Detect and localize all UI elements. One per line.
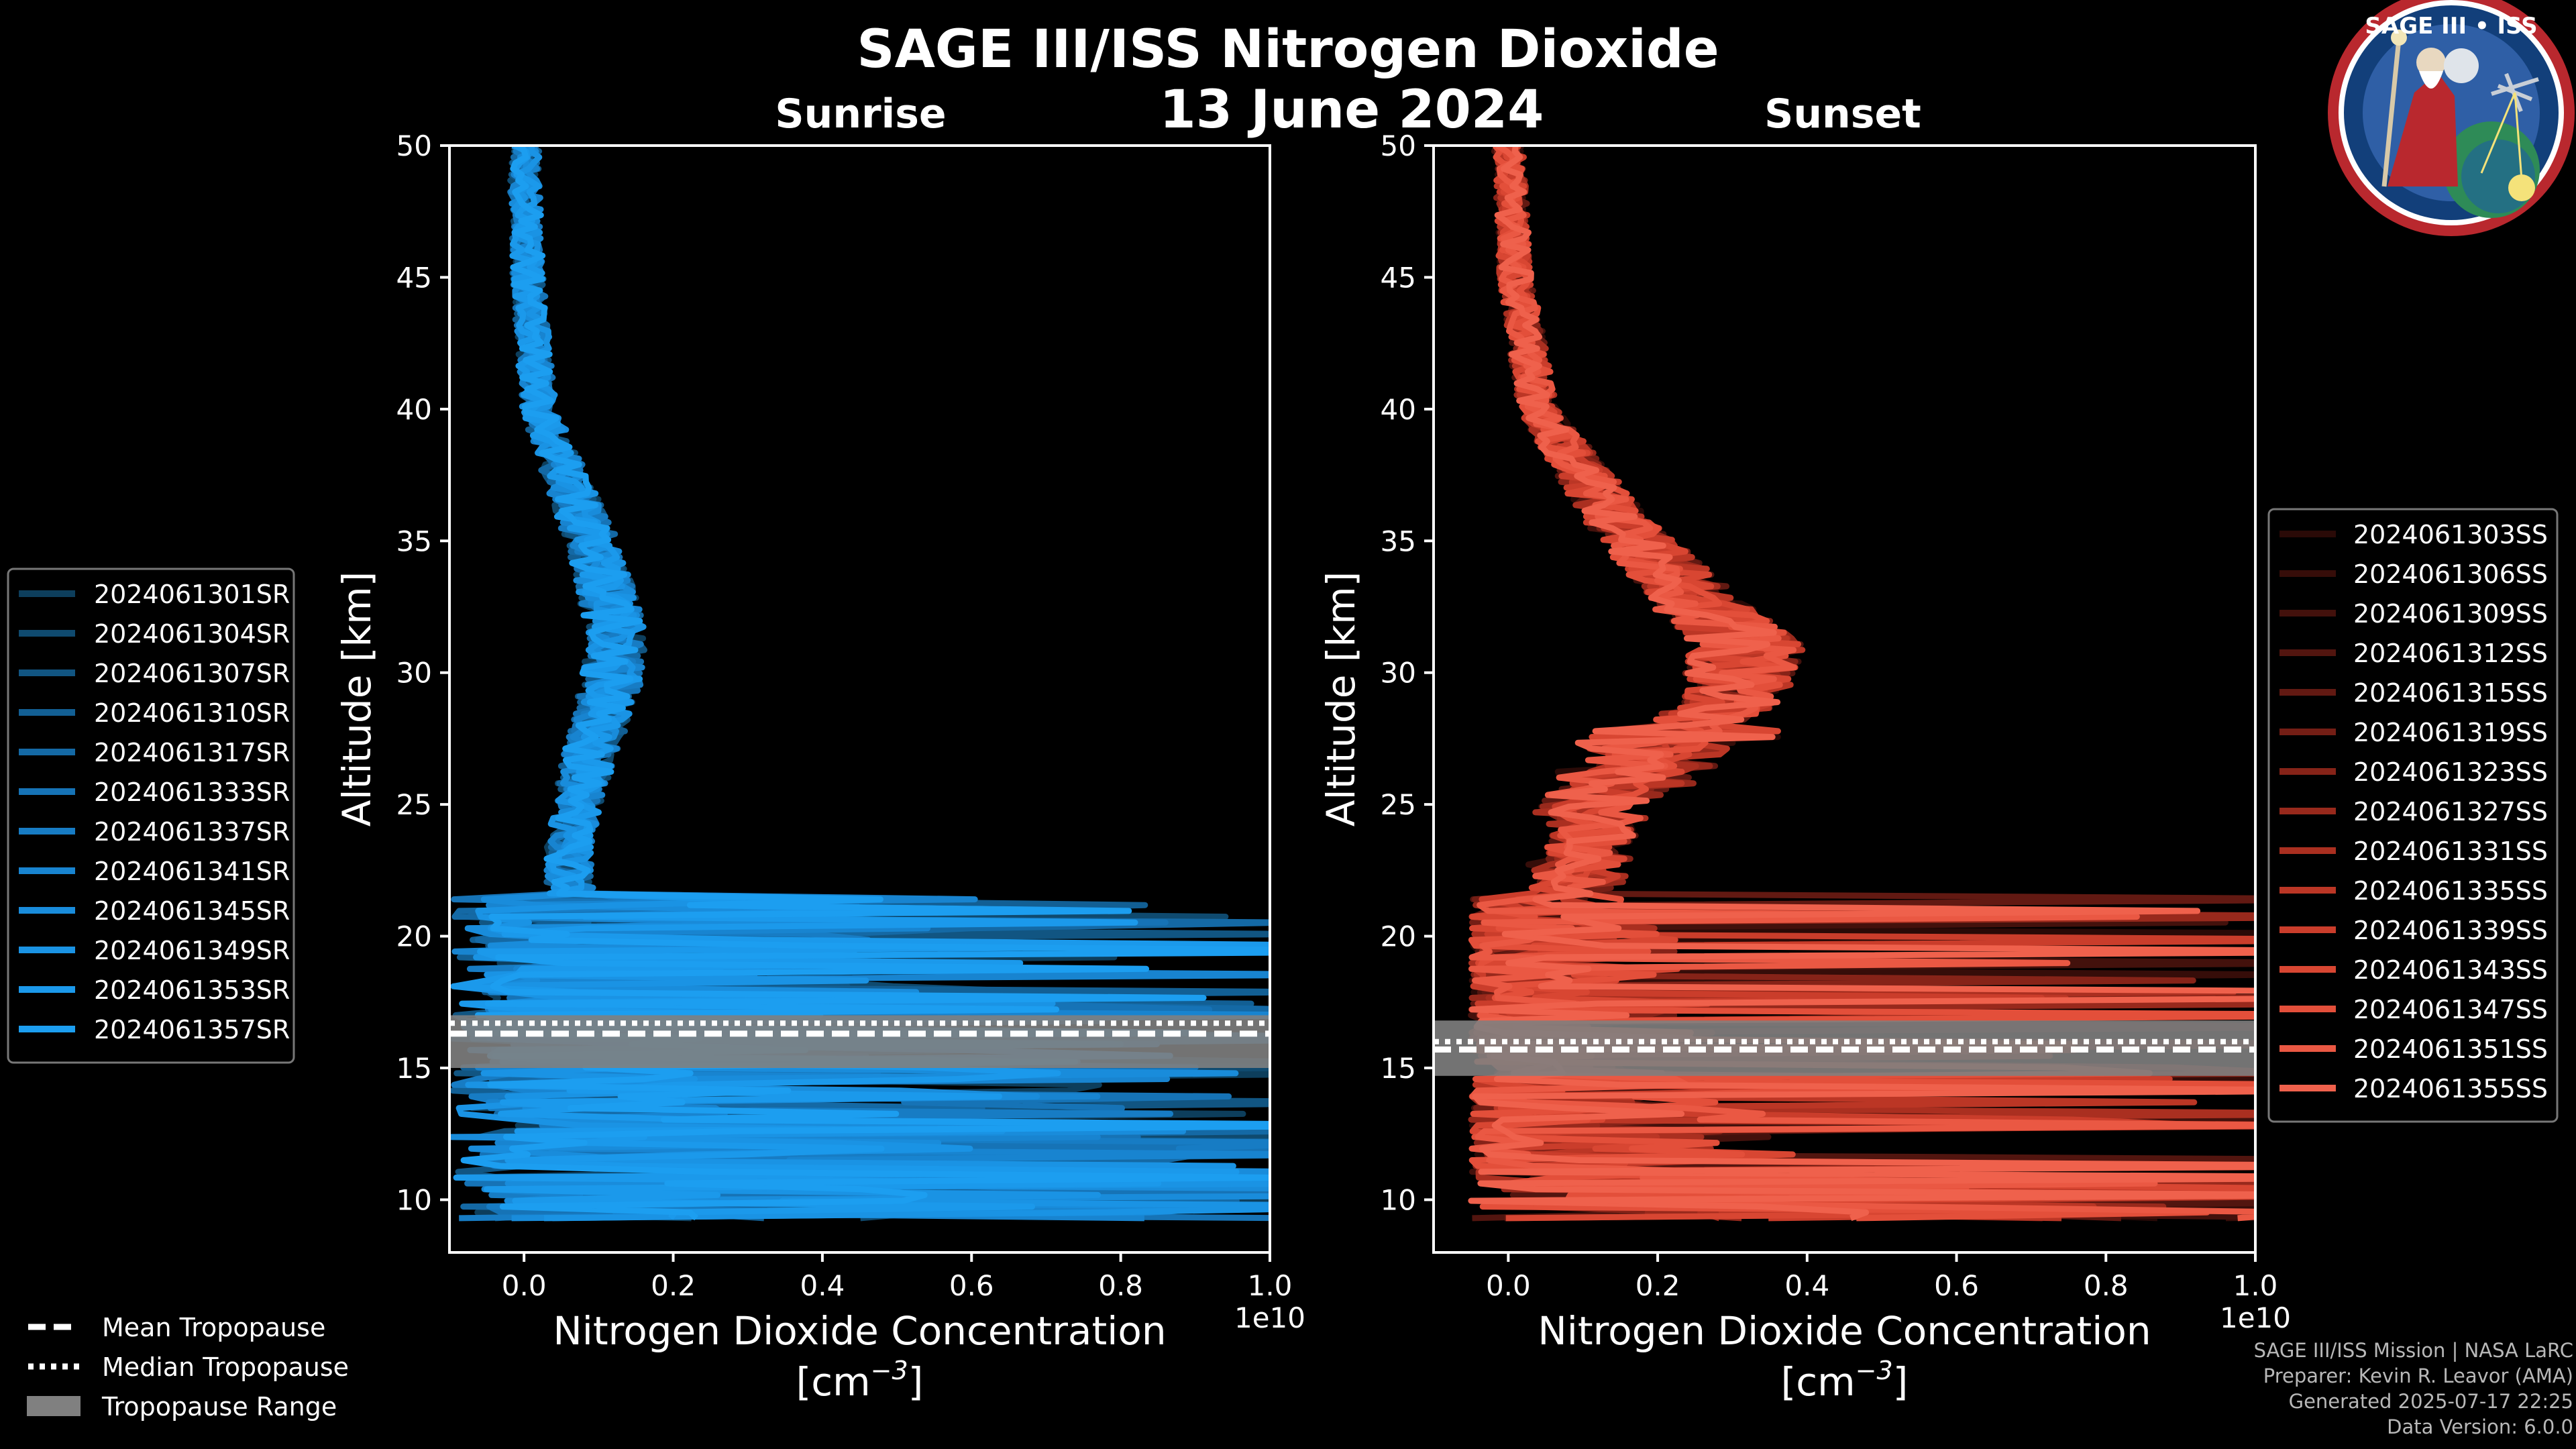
- sage-iss-logo: SAGE III • ISS: [2328, 0, 2575, 236]
- sunset-panel: 0.0 0.2 0.4 0.6 0.8 1.0 10 15 20 25 30 35 40 45 50 Suns…: [1318, 91, 2291, 1405]
- legend-label: 2024061309SS: [2353, 599, 2548, 629]
- tropopause-range-band: [449, 1015, 1270, 1068]
- x-offset-text: 1e10: [1234, 1301, 1305, 1334]
- legend-label: 2024061319SS: [2353, 718, 2548, 747]
- x-tick-label: 0.8: [1098, 1269, 1143, 1302]
- legend-label: 2024061301SR: [94, 580, 290, 609]
- legend-label: 2024061304SR: [94, 619, 290, 649]
- y-tick-label: 30: [396, 657, 432, 690]
- y-tick-label: 45: [1381, 261, 1416, 294]
- legend-label: 2024061357SR: [94, 1015, 290, 1044]
- y-tick-label: 10: [1381, 1183, 1416, 1216]
- y-tick-label: 25: [1381, 788, 1416, 821]
- x-tick-label: 1.0: [1248, 1269, 1293, 1302]
- y-tick-label: 50: [1381, 129, 1416, 162]
- legend-label: 2024061347SS: [2353, 995, 2548, 1024]
- footer-mission: SAGE III/ISS Mission | NASA LaRC: [2253, 1339, 2573, 1362]
- figure-title: SAGE III/ISS Nitrogen Dioxide: [857, 19, 1719, 80]
- y-tick-label: 50: [396, 129, 432, 162]
- legend-label: 2024061351SS: [2353, 1034, 2548, 1064]
- footer-preparer: Preparer: Kevin R. Leavor (AMA): [2263, 1364, 2573, 1387]
- legend-label: 2024061337SR: [94, 817, 290, 847]
- tropopause-range-swatch: [27, 1396, 80, 1416]
- x-axis-unit: [cm−3]: [796, 1356, 924, 1405]
- y-tick-label: 35: [396, 525, 432, 557]
- x-tick-label: 0.4: [1784, 1269, 1829, 1302]
- legend-label: 2024061353SR: [94, 975, 290, 1005]
- y-tick-label: 40: [396, 393, 432, 426]
- median-tropopause-label: Median Tropopause: [102, 1352, 349, 1382]
- plot-area: [449, 146, 1270, 1222]
- y-tick-label: 30: [1381, 657, 1416, 690]
- x-offset-text: 1e10: [2220, 1301, 2291, 1334]
- legend-label: 2024061307SR: [94, 659, 290, 688]
- figure-date: 13 June 2024: [1160, 80, 1544, 140]
- legend-label: 2024061317SR: [94, 738, 290, 767]
- legends: 2024061301SR 2024061304SR 2024061307SR 2024…: [7, 508, 2559, 1123]
- x-tick-label: 0.0: [502, 1269, 547, 1302]
- legend-label: 2024061306SS: [2353, 559, 2548, 589]
- legend-label: 2024061315SS: [2353, 678, 2548, 708]
- y-tick-label: 25: [396, 788, 432, 821]
- x-tick-label: 0.0: [1486, 1269, 1531, 1302]
- y-axis-label: Altitude [km]: [1318, 572, 1364, 826]
- mean-tropopause-label: Mean Tropopause: [102, 1313, 325, 1342]
- legend-label: 2024061312SS: [2353, 639, 2548, 668]
- axes-frame: [448, 144, 1271, 1254]
- legend-label: 2024061345SR: [94, 896, 290, 926]
- y-tick-label: 45: [396, 261, 432, 294]
- x-tick-label: 0.8: [2084, 1269, 2129, 1302]
- legend-label: 2024061343SS: [2353, 955, 2548, 985]
- sunset-legend: [2267, 508, 2559, 1123]
- tropopause-range-label: Tropopause Range: [101, 1392, 337, 1421]
- legend-label: 2024061333SR: [94, 777, 290, 807]
- y-tick-label: 15: [1381, 1052, 1416, 1085]
- legend-label: 2024061335SS: [2353, 876, 2548, 906]
- x-tick-label: 0.6: [949, 1269, 994, 1302]
- x-tick-label: 0.6: [1934, 1269, 1979, 1302]
- subplot-title: Sunrise: [775, 91, 946, 138]
- y-tick-label: 40: [1381, 393, 1416, 426]
- plot-area: [1434, 146, 2255, 1222]
- sunrise-legend: [7, 568, 295, 1064]
- y-tick-label: 10: [396, 1183, 432, 1216]
- footer-generated: Generated 2025-07-17 22:25: [2288, 1390, 2573, 1413]
- legend-label: 2024061341SR: [94, 857, 290, 886]
- y-tick-label: 20: [1381, 920, 1416, 953]
- x-axis-label: Nitrogen Dioxide Concentration: [1538, 1308, 2151, 1354]
- footer-version: Data Version: 6.0.0: [2387, 1415, 2573, 1438]
- figure-footer: SAGE III/ISS Mission | NASA LaRC Prepare…: [2254, 1338, 2573, 1440]
- y-tick-label: 35: [1381, 525, 1416, 557]
- x-tick-label: 0.4: [800, 1269, 845, 1302]
- legend-label: 2024061339SS: [2353, 916, 2548, 945]
- legend-label: 2024061327SS: [2353, 797, 2548, 826]
- legend-label: 2024061303SS: [2353, 520, 2548, 549]
- y-axis-label: Altitude [km]: [334, 572, 380, 826]
- legend-label: 2024061323SS: [2353, 757, 2548, 787]
- legend-label: 2024061310SR: [94, 698, 290, 728]
- y-tick-label: 15: [396, 1052, 432, 1085]
- sunrise-panel: 0.0 0.2 0.4 0.6 0.8 1.0 10 15 20 25 30 35 40 45 50 Sunr…: [334, 91, 1305, 1405]
- legend-label: 2024061349SR: [94, 936, 290, 965]
- legend-label: 2024061331SS: [2353, 837, 2548, 866]
- tropopause-legend: Mean Tropopause Median Tropopause Tropop…: [27, 1313, 349, 1421]
- subplot-title: Sunset: [1764, 91, 1921, 138]
- x-axis-unit: [cm−3]: [1781, 1356, 1909, 1405]
- axes-frame: [1432, 144, 2257, 1254]
- legend-label: 2024061355SS: [2353, 1074, 2548, 1104]
- x-tick-label: 0.2: [651, 1269, 696, 1302]
- x-tick-label: 0.2: [1635, 1269, 1680, 1302]
- x-tick-label: 1.0: [2233, 1269, 2278, 1302]
- logo-title: SAGE III • ISS: [2365, 13, 2537, 40]
- x-axis-label: Nitrogen Dioxide Concentration: [553, 1308, 1166, 1354]
- y-tick-label: 20: [396, 920, 432, 953]
